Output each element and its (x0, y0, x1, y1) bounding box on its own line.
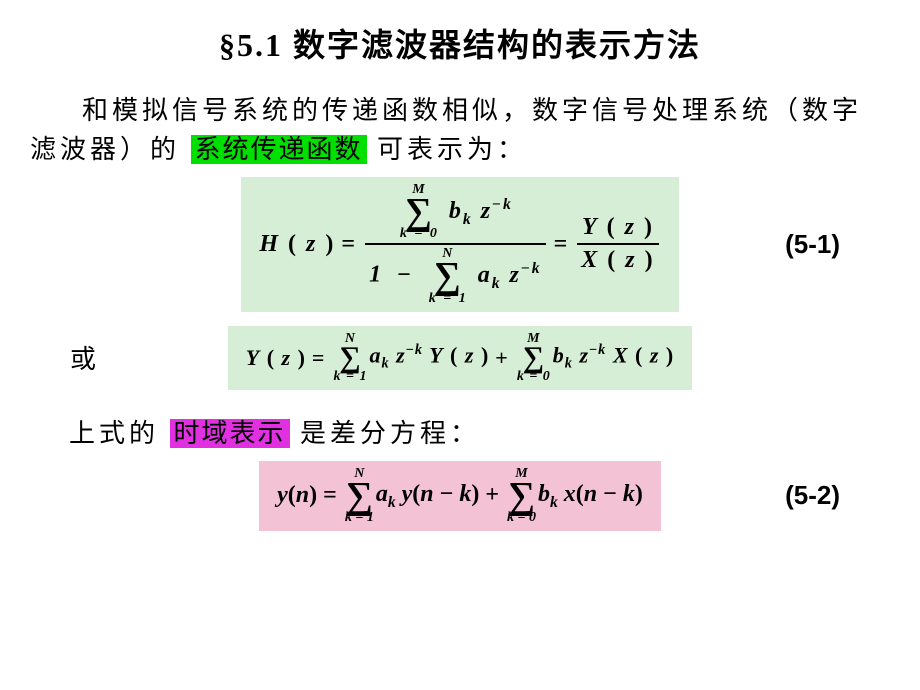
equation-1-label: (5-1) (785, 229, 840, 260)
equation-1: H ( z ) = M ∑ k = 0 bk z−k 1 − N ∑ (241, 177, 678, 312)
eq3-sigma1: N ∑ k = 1 (345, 467, 374, 525)
highlight-system-transfer: 系统传递函数 (191, 135, 367, 164)
eq1-a: a (478, 262, 492, 288)
slide: §5.1 数字滤波器结构的表示方法 和模拟信号系统的传递函数相似，数字信号处理系… (0, 0, 920, 557)
eq2-Y: Y (246, 345, 260, 370)
eq2-term1: ak z−k Y ( z ) (369, 342, 489, 373)
eq3-yf: y (402, 481, 413, 507)
paragraph-1: 和模拟信号系统的传递函数相似，数字信号处理系统（数字滤波器）的 系统传递函数 可… (30, 91, 890, 169)
eq1-rhs-den: X ( z ) (577, 243, 658, 274)
eq2-t2-lower: k = 0 (517, 370, 551, 384)
equation-1-row: H ( z ) = M ∑ k = 0 bk z−k 1 − N ∑ (30, 177, 890, 312)
eq1-numerator: M ∑ k = 0 bk z−k (394, 183, 517, 243)
eq1-num-lower: k = 0 (400, 227, 439, 241)
eq2-Xf: X (613, 343, 629, 368)
eq1-Y: Y (582, 214, 599, 240)
eq1-rhs-num: Y ( z ) (578, 214, 658, 243)
eq1-num-sigma: M ∑ k = 0 (400, 183, 439, 241)
eq3-term1: ak y(n − k) (376, 481, 480, 512)
para2-text-b: 是差分方程： (300, 419, 480, 448)
eq2-Yf: Y (429, 343, 443, 368)
highlight-time-domain: 时域表示 (170, 419, 290, 448)
eq3-lhs: y(n) (277, 482, 317, 509)
eq1-z: z (306, 231, 317, 257)
eq1-one: 1 (369, 262, 383, 288)
eq1-H: H (259, 231, 280, 257)
eq2-sigma1: N ∑ k = 1 (333, 332, 367, 384)
eq2-term2: bk z−k X ( z ) (553, 342, 674, 373)
eq3-t1-lower: k = 1 (345, 511, 374, 525)
eq3-b: b (538, 481, 550, 507)
equation-2-row: 或 Y ( z ) = N ∑ k = 1 ak z−k Y ( z ) + M… (30, 326, 890, 390)
equation-2: Y ( z ) = N ∑ k = 1 ak z−k Y ( z ) + M ∑… (228, 326, 692, 390)
or-label: 或 (70, 339, 96, 376)
eq2-sigma2: M ∑ k = 0 (517, 332, 551, 384)
eq1-b: b (449, 198, 463, 224)
eq3-t2-lower: k = 0 (507, 511, 536, 525)
eq1-lhs: H ( z ) (259, 231, 335, 258)
eq1-num-term: bk z−k (449, 198, 513, 224)
equation-3-row: y(n) = N ∑ k = 1 ak y(n − k) + M ∑ k = 0… (30, 461, 890, 531)
eq3-xf: x (564, 481, 576, 507)
eq1-X: X (581, 247, 599, 273)
eq1-rhs-fraction: Y ( z ) X ( z ) (577, 214, 658, 274)
eq3-term2: bk x(n − k) (538, 481, 643, 512)
paragraph-2: 上式的 时域表示 是差分方程： (30, 414, 890, 453)
para1-text-b: 可表示为： (377, 135, 527, 164)
eq1-denominator: 1 − N ∑ k = 1 ak z−k (365, 243, 546, 305)
eq1-den-term: ak z−k (478, 262, 542, 288)
para2-text-a: 上式的 (69, 419, 159, 448)
eq3-y: y (277, 482, 288, 508)
eq2-t1-lower: k = 1 (333, 370, 367, 384)
eq1-main-fraction: M ∑ k = 0 bk z−k 1 − N ∑ k = 1 ak z−k (365, 183, 546, 306)
eq2-a: a (369, 343, 381, 368)
equation-3: y(n) = N ∑ k = 1 ak y(n − k) + M ∑ k = 0… (259, 461, 661, 531)
eq3-a: a (376, 481, 388, 507)
eq3-sigma2: M ∑ k = 0 (507, 467, 536, 525)
section-title: §5.1 数字滤波器结构的表示方法 (30, 20, 890, 66)
equation-3-label: (5-2) (785, 480, 840, 511)
eq1-den-sigma: N ∑ k = 1 (429, 247, 468, 305)
eq1-den-lower: k = 1 (429, 292, 468, 306)
eq2-lhs: Y ( z ) (246, 345, 306, 371)
eq2-b: b (553, 343, 565, 368)
